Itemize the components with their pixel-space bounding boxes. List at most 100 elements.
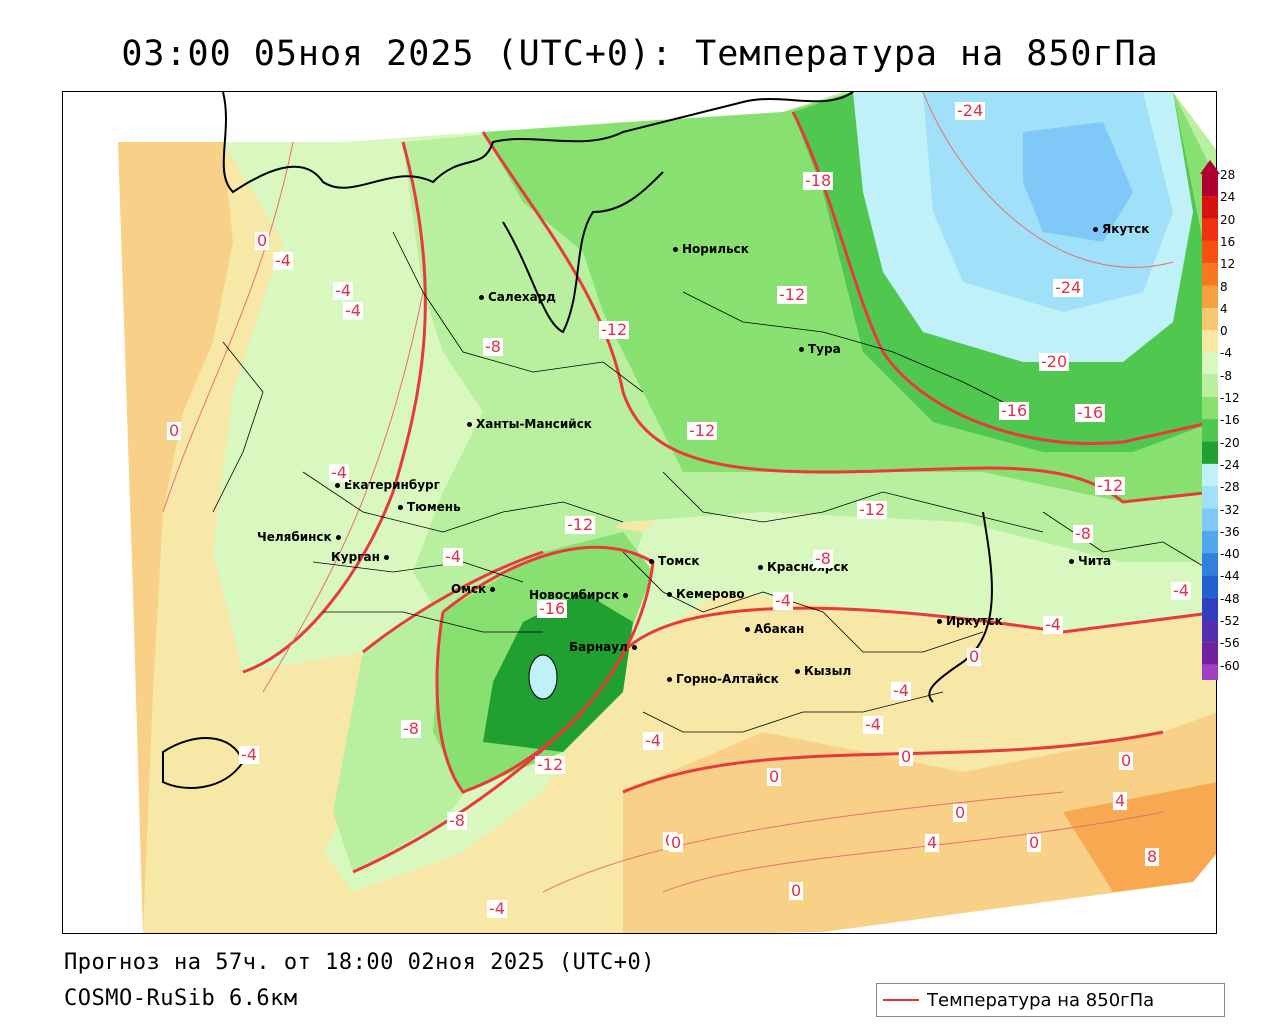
colorbar-swatch [1202,352,1218,375]
colorbar-swatch [1202,174,1218,197]
city-marker-icon [1069,559,1074,564]
colorbar-tick-label: -60 [1220,658,1240,673]
city-marker-icon [335,535,341,540]
colorbar-tick-label: -20 [1220,435,1240,450]
colorbar-tick-label: -52 [1220,614,1240,628]
thin-contours [162,92,1174,893]
city-tomsk: Томск [649,554,700,568]
colorbar-swatch [1202,597,1218,620]
city-omsk: Омск [451,582,496,596]
city-abakan: Абакан [745,622,804,636]
colorbar-swatch [1202,530,1218,554]
city-marker-icon [467,422,472,427]
city-norilsk: Норильск [673,242,749,256]
contour-label: -16 [537,599,568,618]
contour-label: -4 [239,745,259,764]
colorbar-tick-label: -24 [1220,457,1240,472]
contour-label: -4 [487,899,507,918]
colorbar-swatch [1202,441,1218,464]
city-marker-icon [745,627,750,632]
city-marker-icon [937,619,942,624]
contour-label: 0 [255,231,270,250]
city-tyumen: Тюмень [398,500,461,514]
city-kurgan: Курган [331,550,389,564]
contour-label: -4 [773,591,793,610]
temperature-map: Якутск Норильск Салехард Тура Ханты-Манс… [62,91,1217,934]
city-ekaterinburg: Екатеринбург [335,478,440,492]
city-marker-icon [795,669,800,674]
colorbar-tick-label: 16 [1220,234,1236,249]
contour-label: 4 [1113,791,1128,810]
contour-label: -4 [863,715,883,734]
city-marker-icon [383,555,389,560]
colorbar-swatch [1202,508,1218,531]
west-warm-region [118,142,233,933]
colorbar-swatch [1202,575,1218,598]
contour-label: 0 [953,803,968,822]
contour-label: -18 [803,171,834,190]
colorbar-swatch [1202,397,1218,420]
colorbar-swatch [1202,240,1218,264]
city-novosibirsk: Новосибирск [529,588,629,602]
contour-label: -12 [599,320,630,339]
colorbar-tick-label: -40 [1220,547,1240,562]
contour-label: -16 [1075,403,1106,422]
contour-label: -4 [273,251,293,270]
colorbar-swatch [1202,374,1218,397]
colorbar-tick-label: -28 [1220,480,1240,495]
contour-label: 0 [167,421,182,440]
city-marker-icon [335,483,340,488]
city-barnaul: Барнаул [569,640,637,654]
colorbar-swatch [1202,196,1218,219]
admin-borders [212,231,1214,733]
city-marker-icon [667,592,672,597]
colorbar-top-arrow [1200,160,1220,174]
colorbar-swatch [1202,307,1218,331]
city-marker-icon [649,559,654,564]
colorbar-swatch [1202,664,1218,680]
contour-label: -16 [999,401,1030,420]
colorbar-swatch [1202,620,1218,643]
city-tura: Тура [799,342,841,356]
city-marker-icon [673,247,678,252]
colorbar-tick-label: 28 [1220,168,1236,182]
colorbar-tick-label: -32 [1220,502,1240,517]
legend-label: Температура на 850гПа [927,989,1155,1011]
contour-label: -12 [565,515,596,534]
colorbar-tick-label: 4 [1220,301,1228,316]
contour-label: -8 [813,549,833,568]
warmest-region [1063,782,1216,892]
contour-label: 0 [899,747,914,766]
contour-label: -4 [333,281,353,300]
colorbar-swatch [1202,463,1218,487]
map-canvas [118,92,1216,933]
contour-label: -12 [535,755,566,774]
city-marker-icon [398,505,403,510]
city-marker-icon [623,593,629,598]
contour-label: -4 [643,731,663,750]
contour-label: 0 [789,881,804,900]
city-marker-icon [758,565,763,570]
contour-label: 0 [1119,751,1134,770]
colorbar-swatch [1202,285,1218,308]
colorbar-swatch [1202,642,1218,665]
contour-label: -4 [443,547,463,566]
colorbar-tick-label: -56 [1220,636,1240,651]
city-krasnoyarsk: Красноярск [758,560,849,574]
city-kyzyl: Кызыл [795,664,851,678]
contour-label: 0 [967,647,982,666]
coldest-region [1023,122,1133,242]
contour-label: -4 [1171,581,1191,600]
colorbar-swatches [1200,160,1220,680]
model-name: COSMO-RuSib 6.6км [64,986,298,1011]
city-salekhard: Салехард [479,290,556,304]
city-kemerovo: Кемерово [667,587,745,601]
colorbar-swatch [1202,263,1218,286]
colorbar-tick-label: -16 [1220,413,1240,428]
city-yakutsk: Якутск [1093,222,1149,236]
colorbar-swatch [1202,553,1218,576]
legend: Температура на 850гПа [876,983,1225,1017]
contour-label: 0 [1027,833,1042,852]
contour-label: 8 [1145,847,1160,866]
city-marker-icon [631,645,637,650]
